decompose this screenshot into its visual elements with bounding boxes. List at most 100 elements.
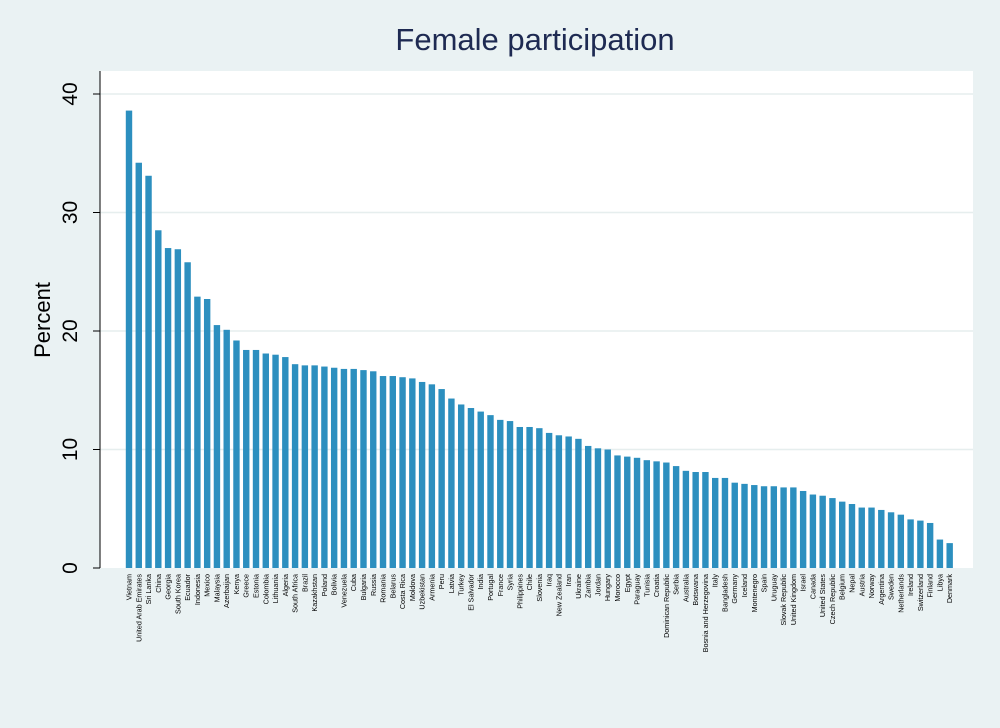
x-tick-label: Kenya: [232, 574, 241, 594]
bar: [370, 371, 377, 568]
x-tick-label: South Africa: [291, 574, 300, 613]
y-axis-title: Percent: [30, 282, 55, 358]
x-tick-label: Bosnia and Herzegovina: [701, 574, 710, 652]
bar: [868, 507, 875, 568]
bar: [829, 498, 836, 568]
x-tick-label: United Kingdom: [789, 574, 798, 625]
bar: [721, 477, 729, 568]
bar: [653, 461, 660, 568]
x-tick-label: Belgium: [838, 574, 847, 600]
bar: [692, 472, 699, 568]
x-tick-label: Germany: [730, 574, 739, 604]
bar: [917, 520, 924, 568]
bar: [907, 519, 914, 568]
x-tick-label: Czech Republic: [828, 574, 837, 625]
x-tick-label: Uzbekistan: [418, 574, 427, 610]
x-tick-label: Canada: [808, 574, 817, 599]
y-tick-label: 20: [59, 319, 82, 342]
bar: [584, 445, 592, 568]
bar: [360, 370, 367, 568]
bar: [663, 462, 670, 568]
bar: [272, 354, 279, 568]
bar: [223, 329, 230, 568]
bar: [291, 364, 299, 568]
x-tick-label: Jordan: [593, 574, 602, 596]
bar: [770, 486, 778, 569]
x-tick-label: United Arab Emirates: [134, 574, 143, 642]
x-tick-label: Indonesia: [193, 574, 202, 605]
x-tick-label: New Zealand: [554, 574, 563, 616]
x-tick-label: Croatia: [652, 574, 661, 597]
x-tick-label: Iraq: [545, 574, 554, 586]
bar: [643, 460, 651, 568]
x-tick-label: Switzerland: [916, 574, 925, 611]
bar: [672, 466, 680, 568]
bar: [379, 376, 387, 568]
bar: [213, 325, 221, 568]
x-tick-label: Argentina: [877, 574, 886, 605]
x-tick-label: Spain: [760, 574, 769, 592]
x-tick-label: Botswana: [691, 574, 700, 606]
bar: [926, 522, 934, 568]
bar: [839, 501, 846, 568]
bar: [633, 457, 641, 568]
y-tick-label: 30: [59, 201, 82, 224]
x-tick-label: India: [476, 574, 485, 590]
x-tick-label: Bulgaria: [359, 574, 368, 600]
bar: [330, 367, 338, 568]
bar: [604, 449, 611, 568]
bar: [946, 543, 953, 569]
bar: [594, 448, 602, 568]
x-tick-label: Australia: [681, 574, 690, 602]
y-tick-label: 0: [59, 562, 82, 574]
x-tick-label: Serbia: [672, 574, 681, 595]
bar: [203, 299, 211, 568]
bar: [545, 432, 553, 568]
x-tick-label: Georgia: [164, 574, 173, 600]
bar: [457, 404, 465, 568]
bar: [760, 486, 768, 569]
x-tick-label: Egypt: [623, 574, 632, 592]
bar: [438, 389, 445, 568]
y-tick-label: 10: [59, 438, 82, 461]
x-tick-label: Ecuador: [183, 573, 192, 600]
x-tick-label: France: [496, 574, 505, 596]
x-tick-label: Russia: [369, 574, 378, 596]
x-tick-label: Mexico: [203, 574, 212, 597]
bar: [751, 485, 758, 568]
x-tick-label: Denmark: [945, 574, 954, 604]
x-tick-label: Algeria: [281, 574, 290, 596]
bar: [702, 472, 709, 568]
y-tick-label: 40: [59, 82, 82, 105]
x-tick-label: Iran: [564, 574, 573, 586]
bar: [389, 376, 396, 568]
x-tick-label: Uruguay: [769, 574, 778, 602]
x-tick-label: Brazil: [300, 574, 309, 592]
x-tick-label: Malaysia: [212, 574, 221, 602]
bar: [682, 470, 690, 568]
bar: [164, 248, 172, 569]
x-tick-label: Tunisia: [642, 574, 651, 597]
x-tick-label: Kazakhstan: [310, 574, 319, 612]
bar: [731, 482, 738, 568]
x-tick-label: Ukraine: [574, 574, 583, 599]
x-tick-label: Montenegro: [750, 574, 759, 612]
x-tick-label: Nepal: [847, 574, 856, 593]
bar: [790, 487, 797, 568]
x-tick-label: Sweden: [887, 574, 896, 600]
bar: [809, 494, 817, 568]
bars: [125, 110, 953, 569]
bar: [848, 504, 856, 568]
x-tick-label: Estonia: [252, 574, 261, 598]
x-tick-label: Greece: [242, 574, 251, 598]
bar: [409, 378, 416, 568]
x-tick-label: Norway: [867, 574, 876, 599]
bar: [301, 365, 309, 569]
x-tick-label: Austria: [857, 574, 866, 596]
bar: [448, 398, 455, 568]
bar: [497, 419, 504, 569]
bar: [311, 365, 318, 569]
bar: [155, 230, 162, 568]
x-tick-label: United States: [818, 574, 827, 618]
